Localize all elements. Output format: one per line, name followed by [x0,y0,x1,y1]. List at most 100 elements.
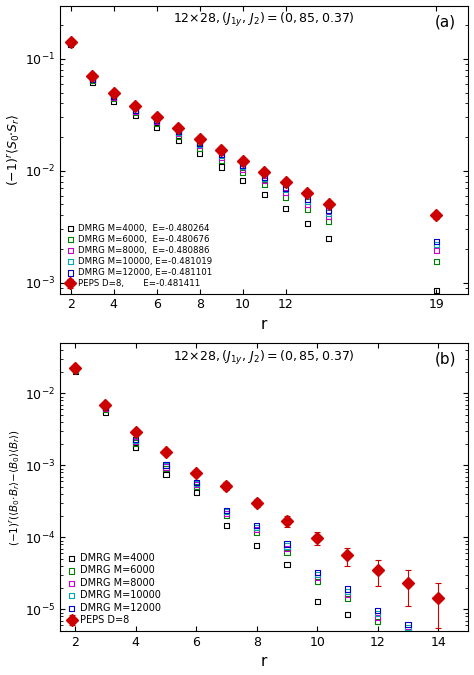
DMRG M=4000,  E=-0.480264 [325,233,333,244]
DMRG M=6000,  E=-0.480676 [282,192,290,202]
DMRG M=8000,  E=-0.480886 [432,245,440,256]
DMRG M=12000, E=-0.481101 [239,160,246,171]
DMRG M=12000, E=-0.481101 [325,205,333,216]
DMRG M=10000, E=-0.481019 [174,127,182,138]
DMRG M=6000 [404,631,412,642]
DMRG M=12000, E=-0.481101 [153,115,161,126]
DMRG M=4000,  E=-0.480264 [110,96,118,107]
DMRG M=4000,  E=-0.480264 [239,175,246,186]
DMRG M=4000 [101,406,109,417]
DMRG M=8000,  E=-0.480886 [153,116,161,127]
DMRG M=4000 [72,367,79,377]
DMRG M=6000 [132,437,139,448]
DMRG M=4000,  E=-0.480264 [196,148,203,159]
DMRG M=12000 [253,520,261,531]
DMRG M=10000 [253,522,261,533]
DMRG M=8000,  E=-0.480886 [218,152,225,163]
DMRG M=12000, E=-0.481101 [89,74,96,84]
DMRG M=6000 [223,510,230,521]
DMRG M=12000 [72,363,79,374]
DMRG M=10000, E=-0.481019 [131,105,139,115]
DMRG M=6000,  E=-0.480676 [196,142,203,153]
DMRG M=12000 [313,567,321,578]
DMRG M=6000,  E=-0.480676 [260,180,268,190]
DMRG M=6000,  E=-0.480676 [89,75,96,86]
DMRG M=8000 [404,626,412,637]
DMRG M=6000,  E=-0.480676 [325,217,333,227]
DMRG M=4000,  E=-0.480264 [218,162,225,173]
DMRG M=10000, E=-0.481019 [303,196,311,207]
DMRG M=8000,  E=-0.480886 [131,106,139,117]
Text: $12{\times}28,(J_{1y},\,J_2){=}(0,85,0.37)$: $12{\times}28,(J_{1y},\,J_2){=}(0,85,0.3… [173,349,355,367]
DMRG M=10000 [101,402,109,413]
DMRG M=8000 [132,436,139,447]
DMRG M=4000 [313,596,321,607]
DMRG M=10000 [223,506,230,517]
DMRG M=10000, E=-0.481019 [153,115,161,126]
DMRG M=6000 [162,463,170,474]
DMRG M=6000,  E=-0.480676 [67,38,74,49]
Legend: DMRG M=4000, DMRG M=6000, DMRG M=8000, DMRG M=10000, DMRG M=12000, PEPS D=8: DMRG M=4000, DMRG M=6000, DMRG M=8000, D… [64,551,164,627]
DMRG M=10000, E=-0.481019 [239,161,246,172]
DMRG M=4000,  E=-0.480264 [131,111,139,122]
DMRG M=4000 [223,520,230,531]
DMRG M=12000, E=-0.481101 [432,236,440,246]
DMRG M=8000 [162,462,170,472]
DMRG M=6000,  E=-0.480676 [239,167,246,178]
DMRG M=4000 [132,443,139,454]
DMRG M=8000 [72,364,79,375]
DMRG M=4000 [434,664,442,674]
Text: $12{\times}28,(J_{1y},\,J_2){=}(0,85,0.37)$: $12{\times}28,(J_{1y},\,J_2){=}(0,85,0.3… [173,11,355,29]
DMRG M=12000 [374,605,382,616]
DMRG M=10000, E=-0.481019 [282,184,290,195]
DMRG M=8000,  E=-0.480886 [303,199,311,210]
DMRG M=12000, E=-0.481101 [303,194,311,205]
Text: (a): (a) [435,14,456,29]
X-axis label: r: r [261,655,267,670]
DMRG M=6000,  E=-0.480676 [131,107,139,118]
DMRG M=4000,  E=-0.480264 [174,135,182,146]
DMRG M=12000, E=-0.481101 [110,91,118,102]
DMRG M=8000,  E=-0.480886 [282,187,290,198]
DMRG M=6000 [283,547,291,558]
DMRG M=12000, E=-0.481101 [282,183,290,194]
DMRG M=12000, E=-0.481101 [174,126,182,137]
DMRG M=10000 [72,364,79,375]
DMRG M=8000 [434,639,442,649]
DMRG M=8000,  E=-0.480886 [174,128,182,139]
DMRG M=12000 [192,477,200,488]
DMRG M=8000,  E=-0.480886 [196,140,203,151]
Text: (b): (b) [435,352,456,367]
DMRG M=8000 [192,479,200,490]
DMRG M=8000 [101,403,109,414]
DMRG M=12000, E=-0.481101 [131,105,139,115]
DMRG M=4000,  E=-0.480264 [67,39,74,50]
DMRG M=8000 [374,612,382,622]
DMRG M=10000, E=-0.481019 [260,173,268,184]
DMRG M=4000,  E=-0.480264 [432,285,440,296]
DMRG M=8000,  E=-0.480886 [239,163,246,174]
DMRG M=12000 [132,434,139,445]
DMRG M=6000 [192,481,200,492]
DMRG M=6000,  E=-0.480676 [110,93,118,104]
DMRG M=4000,  E=-0.480264 [303,218,311,229]
DMRG M=4000,  E=-0.480264 [89,77,96,88]
DMRG M=10000, E=-0.481019 [432,239,440,250]
DMRG M=8000,  E=-0.480886 [260,175,268,186]
DMRG M=10000 [344,586,351,597]
DMRG M=6000 [72,364,79,375]
DMRG M=10000, E=-0.481019 [67,38,74,49]
DMRG M=4000 [253,540,261,551]
Y-axis label: $(-1)^r\langle S_0{\cdot}S_r\rangle$: $(-1)^r\langle S_0{\cdot}S_r\rangle$ [6,113,22,186]
DMRG M=4000 [192,487,200,498]
DMRG M=10000, E=-0.481019 [110,91,118,102]
DMRG M=12000, E=-0.481101 [67,38,74,49]
DMRG M=4000 [344,609,351,620]
DMRG M=6000 [344,593,351,604]
DMRG M=12000, E=-0.481101 [218,149,225,160]
DMRG M=4000 [374,632,382,643]
DMRG M=10000 [313,569,321,580]
DMRG M=10000, E=-0.481019 [325,207,333,218]
DMRG M=10000 [192,478,200,489]
DMRG M=10000 [162,460,170,471]
